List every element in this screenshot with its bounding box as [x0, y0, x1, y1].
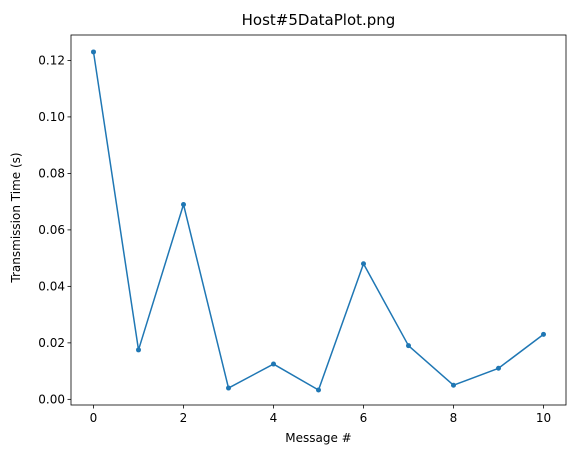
y-tick-label: 0.12 [38, 53, 65, 67]
y-axis-ticks: 0.00 0.02 0.04 0.06 0.08 0.10 0.12 [38, 53, 71, 406]
data-point [271, 361, 276, 367]
data-point [316, 387, 321, 393]
series-layer [91, 49, 546, 393]
data-point [226, 385, 231, 391]
plot-frame [70, 34, 567, 406]
y-tick-label: 0.06 [38, 223, 65, 237]
data-point [541, 331, 546, 337]
data-point [451, 382, 456, 388]
x-tick-label: 10 [536, 411, 551, 425]
chart-title: Host#5DataPlot.png [242, 11, 396, 29]
plot-area [70, 34, 567, 406]
data-point [181, 201, 186, 207]
x-axis-ticks: 0 2 4 6 8 10 [90, 405, 551, 425]
x-tick-label: 0 [90, 411, 98, 425]
y-axis-label: Transmission Time (s) [9, 152, 23, 283]
data-point [406, 343, 411, 349]
y-tick-label: 0.00 [38, 392, 65, 406]
data-point [91, 49, 96, 55]
data-point [496, 365, 501, 371]
y-tick-label: 0.02 [38, 336, 65, 350]
x-tick-label: 2 [180, 411, 188, 425]
y-tick-label: 0.08 [38, 166, 65, 180]
data-point [136, 347, 141, 353]
y-tick-label: 0.04 [38, 279, 65, 293]
data-point [361, 261, 366, 267]
y-tick-label: 0.10 [38, 110, 65, 124]
x-axis-label: Message # [285, 431, 351, 445]
x-tick-label: 4 [270, 411, 278, 425]
x-tick-label: 6 [360, 411, 368, 425]
x-tick-label: 8 [450, 411, 458, 425]
